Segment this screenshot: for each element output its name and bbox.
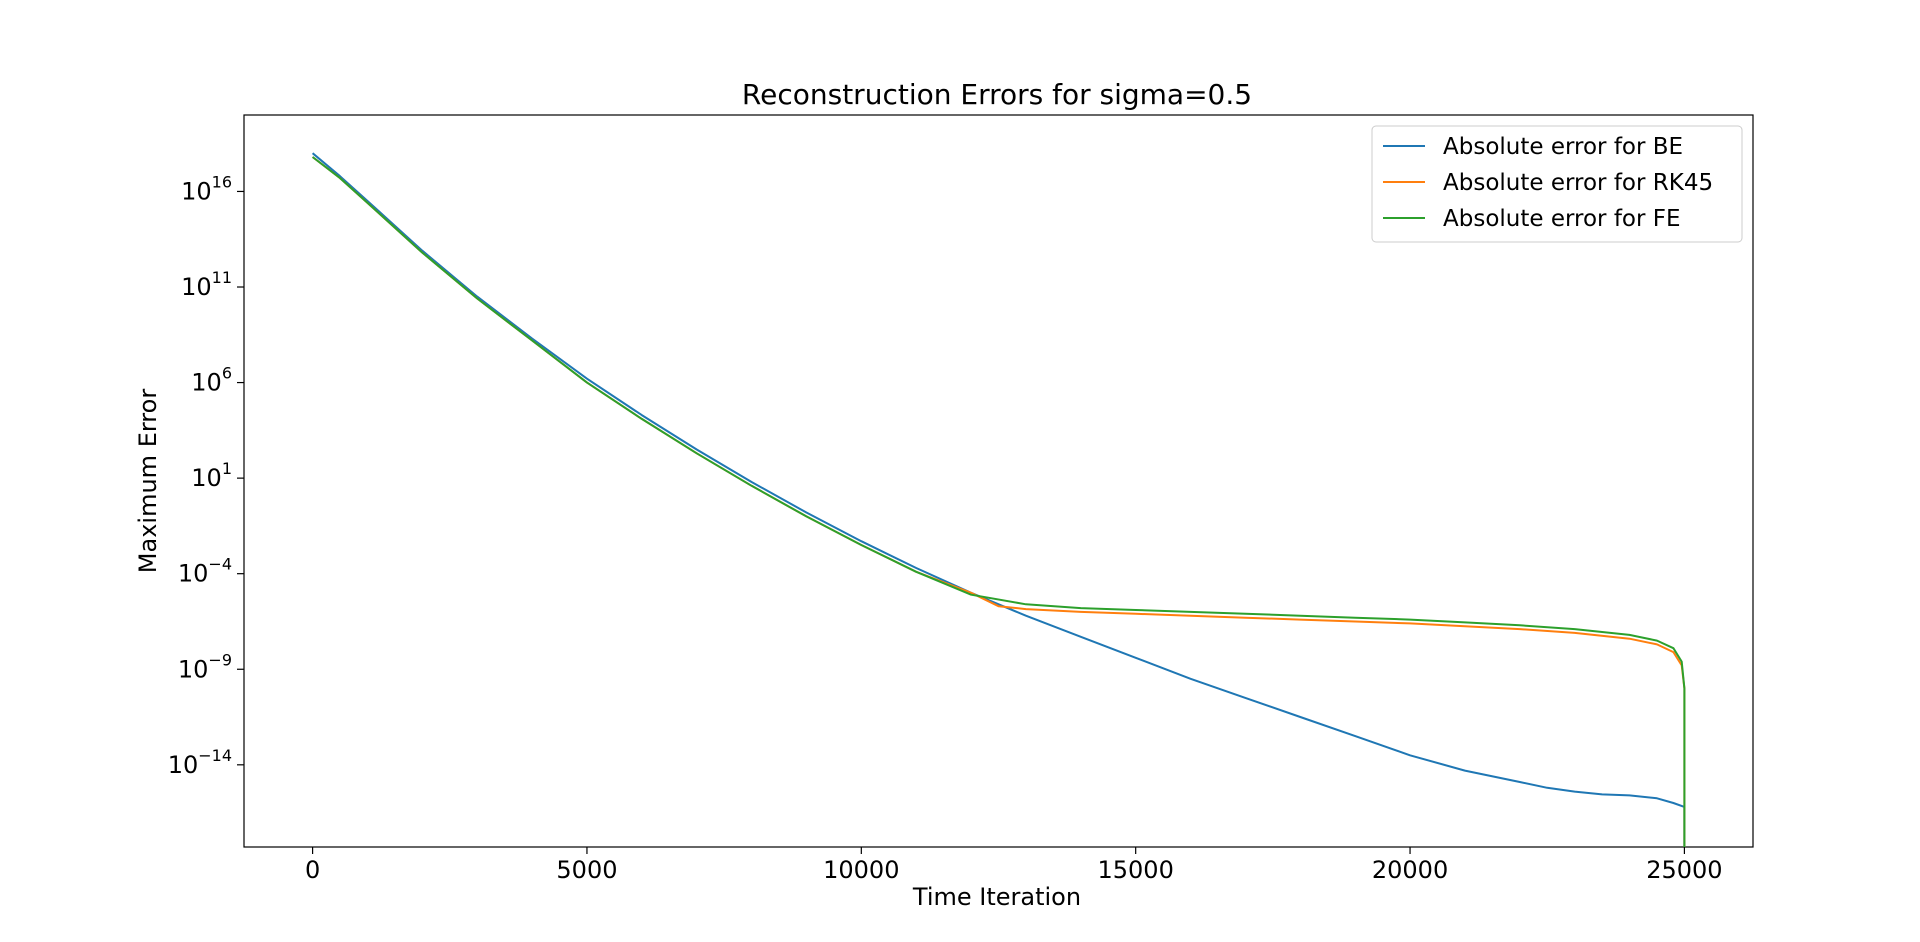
legend-label-1: Absolute error for RK45: [1443, 170, 1713, 196]
y-tick-exponent: −4: [208, 555, 232, 574]
series-layer: [311, 152, 1686, 847]
y-tick-label: 10−9: [178, 650, 232, 683]
legend-box: [1371, 125, 1743, 243]
legend-label-0: Absolute error for BE: [1443, 134, 1683, 160]
legend-label-2: Absolute error for FE: [1443, 206, 1681, 232]
legend: Absolute error for BE Absolute error for …: [1371, 125, 1743, 243]
x-tick-label: 0: [305, 856, 320, 884]
x-tick-label: 10000: [823, 856, 899, 884]
y-tick-base: 10: [178, 655, 209, 683]
y-tick-base: 10: [178, 560, 209, 588]
x-axis-label: Time Iteration: [912, 883, 1081, 911]
chart-title: Reconstruction Errors for sigma=0.5: [742, 78, 1252, 111]
y-tick-base: 10: [168, 751, 199, 779]
y-tick-base: 10: [191, 369, 222, 397]
y-tick-label: 106: [191, 364, 232, 397]
y-tick-exponent: −14: [198, 746, 232, 765]
y-tick-exponent: 1: [222, 459, 232, 478]
series-line-1: [311, 156, 1686, 847]
series-line-0: [311, 152, 1686, 847]
x-tick-label: 20000: [1372, 856, 1448, 884]
y-tick-base: 10: [181, 273, 212, 301]
y-tick-label: 10−4: [178, 555, 232, 588]
x-tick-label: 5000: [556, 856, 617, 884]
plot-area-frame: [243, 114, 1754, 848]
y-tick-label: 1016: [181, 172, 232, 205]
y-tick-base: 10: [191, 464, 222, 492]
y-tick-exponent: 11: [212, 268, 232, 287]
y-tick-exponent: 6: [222, 364, 232, 383]
y-tick-label: 1011: [181, 268, 232, 301]
x-tick-label: 15000: [1098, 856, 1174, 884]
y-tick-exponent: −9: [208, 650, 232, 669]
series-line-2: [311, 156, 1686, 847]
y-axis-label: Maximum Error: [134, 389, 162, 574]
x-axis: 0 5000 10000 15000 20000 25000: [305, 847, 1723, 884]
y-tick-base: 10: [181, 177, 212, 205]
x-tick-label: 25000: [1646, 856, 1722, 884]
y-tick-label: 10−14: [168, 746, 232, 779]
y-tick-label: 101: [191, 459, 232, 492]
y-tick-exponent: 16: [212, 172, 232, 191]
